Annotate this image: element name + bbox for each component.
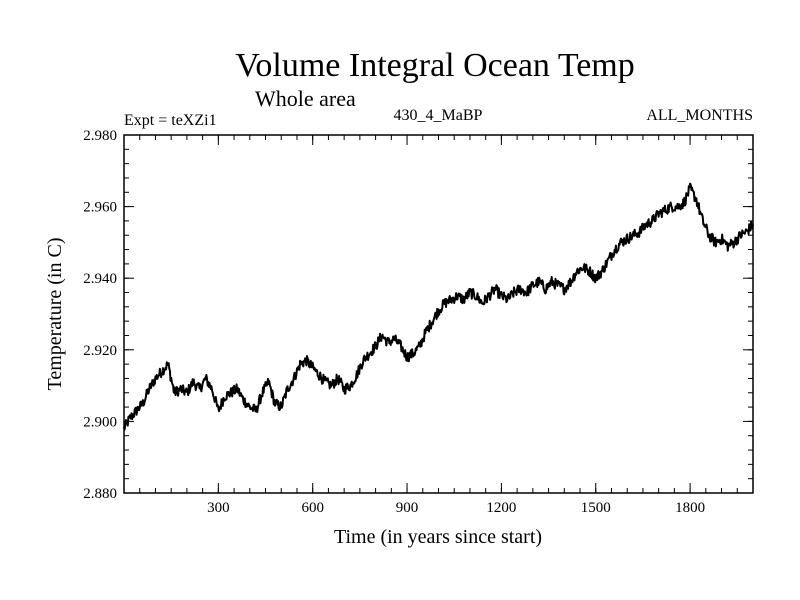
x-axis-label: Time (in years since start) [334, 526, 542, 548]
x-tick-label: 900 [396, 500, 419, 516]
data-series-line [123, 182, 754, 431]
y-tick-label: 2.880 [83, 486, 117, 502]
header-period: 430_4_MaBP [394, 107, 483, 124]
y-tick-label: 2.920 [83, 343, 117, 359]
y-tick-label: 2.900 [83, 414, 117, 430]
y-axis-label: Temperature (in C) [44, 238, 66, 391]
y-tick-label: 2.980 [83, 128, 117, 144]
x-tick-label: 300 [207, 500, 230, 516]
x-tick-label: 1500 [581, 500, 611, 516]
y-tick-label: 2.960 [83, 200, 117, 216]
header-months: ALL_MONTHS [646, 107, 753, 124]
x-tick-label: 1800 [675, 500, 705, 516]
header-experiment: Expt = teXZi1 [124, 112, 217, 129]
plot-frame [123, 134, 754, 494]
x-tick-label: 600 [301, 500, 324, 516]
x-tick-label: 1200 [486, 500, 516, 516]
chart-title: Volume Integral Ocean Temp [235, 47, 635, 84]
axis-tick-labels: 300 600 900 1200 1500 1800 2.880 2.900 2.920 2.94… [83, 128, 705, 516]
chart-subtitle: Whole area [255, 86, 356, 111]
y-tick-label: 2.940 [83, 271, 117, 287]
